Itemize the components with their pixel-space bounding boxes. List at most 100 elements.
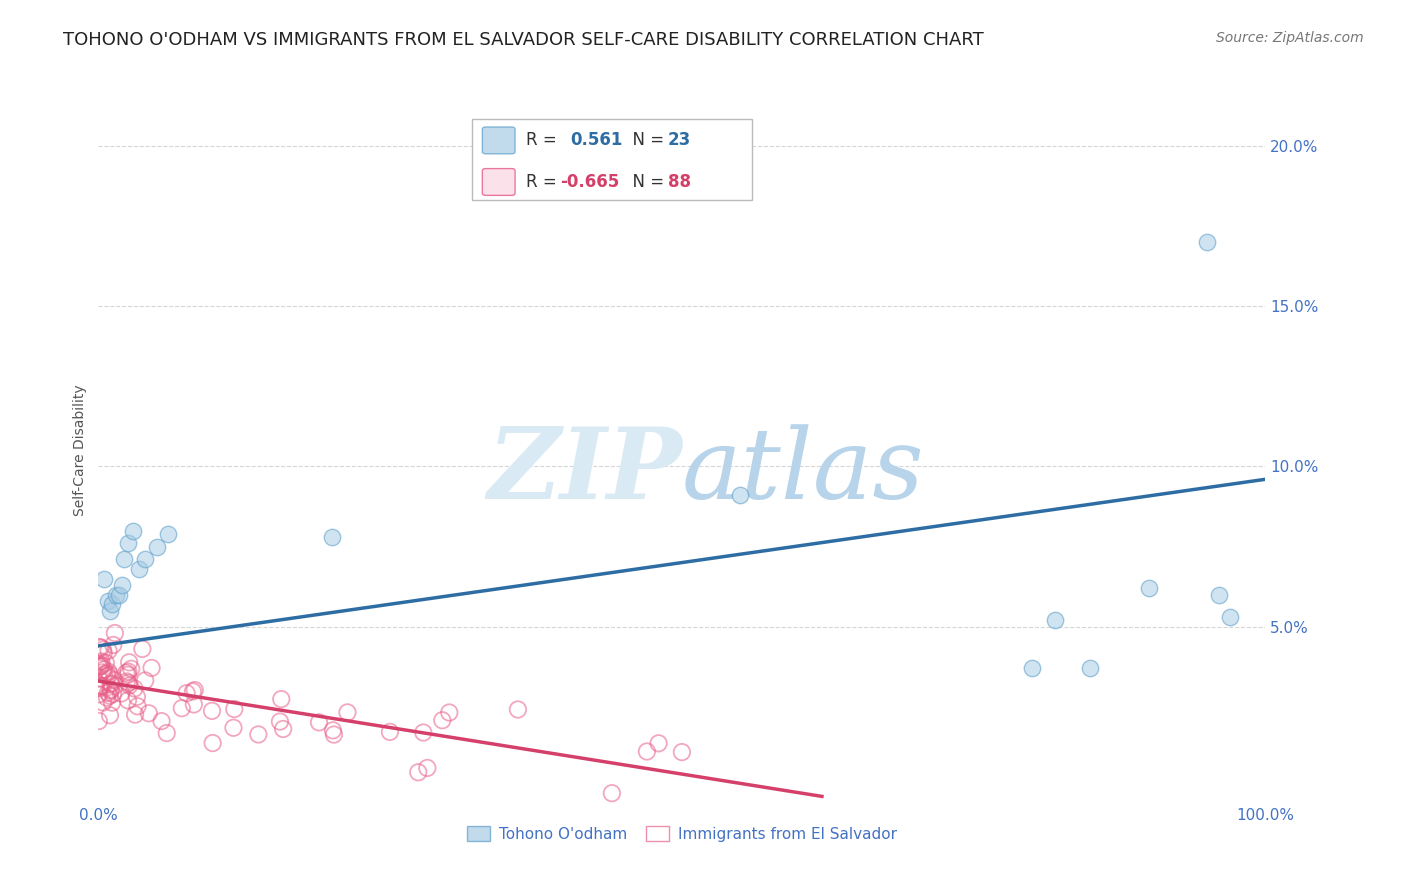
Point [1219,610,1241,624]
Point [120,662,142,676]
Point [124,681,146,696]
Point [322,723,344,738]
Point [94,656,117,670]
Point [636,744,658,758]
Point [201,704,224,718]
Point [89,640,111,654]
Text: N =: N = [623,131,669,149]
FancyBboxPatch shape [482,169,515,195]
Point [104,588,127,602]
Point [96,690,118,705]
Point [117,693,139,707]
Point [117,665,139,679]
Legend: Tohono O'odham, Immigrants from El Salvador: Tohono O'odham, Immigrants from El Salva… [461,821,903,848]
Point [91,665,114,680]
Point [321,530,343,544]
Text: TOHONO O'ODHAM VS IMMIGRANTS FROM EL SALVADOR SELF-CARE DISABILITY CORRELATION C: TOHONO O'ODHAM VS IMMIGRANTS FROM EL SAL… [63,31,984,49]
FancyBboxPatch shape [472,120,752,201]
Point [101,687,124,701]
Point [269,714,291,729]
Point [115,674,138,689]
Point [117,668,139,682]
Point [90,679,112,693]
Point [183,698,205,712]
Text: 0.561: 0.561 [569,131,623,149]
Point [98,708,121,723]
FancyBboxPatch shape [482,127,515,153]
Point [90,640,112,655]
Point [96,669,118,683]
Point [1045,613,1067,627]
Point [110,686,132,700]
Point [89,681,111,695]
Point [93,572,115,586]
Point [181,684,204,698]
Point [1021,661,1043,675]
Point [439,706,461,720]
Point [416,761,439,775]
Point [118,679,141,693]
Point [98,667,121,681]
Text: ZIP: ZIP [486,424,682,520]
Point [90,655,112,669]
Point [378,725,401,739]
Point [101,597,124,611]
Point [138,706,160,721]
Point [671,745,693,759]
Point [100,677,122,691]
Point [600,786,623,800]
Point [93,667,115,681]
Point [308,715,330,730]
Point [336,706,359,720]
Point [131,641,153,656]
Point [150,714,173,728]
Point [157,526,180,541]
Point [1080,661,1102,675]
Point [134,552,156,566]
Text: -0.665: -0.665 [561,173,620,191]
Point [1137,581,1160,595]
Point [97,594,120,608]
Point [93,646,115,660]
Point [91,680,114,694]
Point [1208,588,1230,602]
Text: 23: 23 [668,131,692,149]
Point [124,707,146,722]
Point [89,659,111,673]
Text: 88: 88 [668,173,690,191]
FancyBboxPatch shape [482,169,515,195]
Point [87,714,110,728]
Point [270,692,292,706]
Point [176,686,198,700]
Point [730,488,752,502]
Point [125,690,148,704]
Point [98,689,121,703]
Point [97,643,120,657]
Point [104,678,127,692]
Point [141,661,163,675]
Point [111,578,134,592]
Point [118,655,141,669]
Text: atlas: atlas [682,424,925,519]
Point [170,701,193,715]
Point [104,626,127,640]
Point [184,683,207,698]
Y-axis label: Self-Care Disability: Self-Care Disability [73,384,87,516]
Point [406,765,429,780]
Point [96,666,118,681]
Point [103,638,125,652]
Point [98,683,121,698]
Point [103,673,125,687]
Point [91,642,114,657]
Point [146,540,169,554]
Point [100,676,122,690]
Point [90,658,112,673]
Point [271,722,294,736]
Text: N =: N = [623,173,669,191]
Point [97,686,120,700]
Point [127,699,149,714]
Text: R =: R = [526,131,561,149]
Text: Source: ZipAtlas.com: Source: ZipAtlas.com [1216,31,1364,45]
Point [117,676,139,690]
Point [93,663,115,677]
